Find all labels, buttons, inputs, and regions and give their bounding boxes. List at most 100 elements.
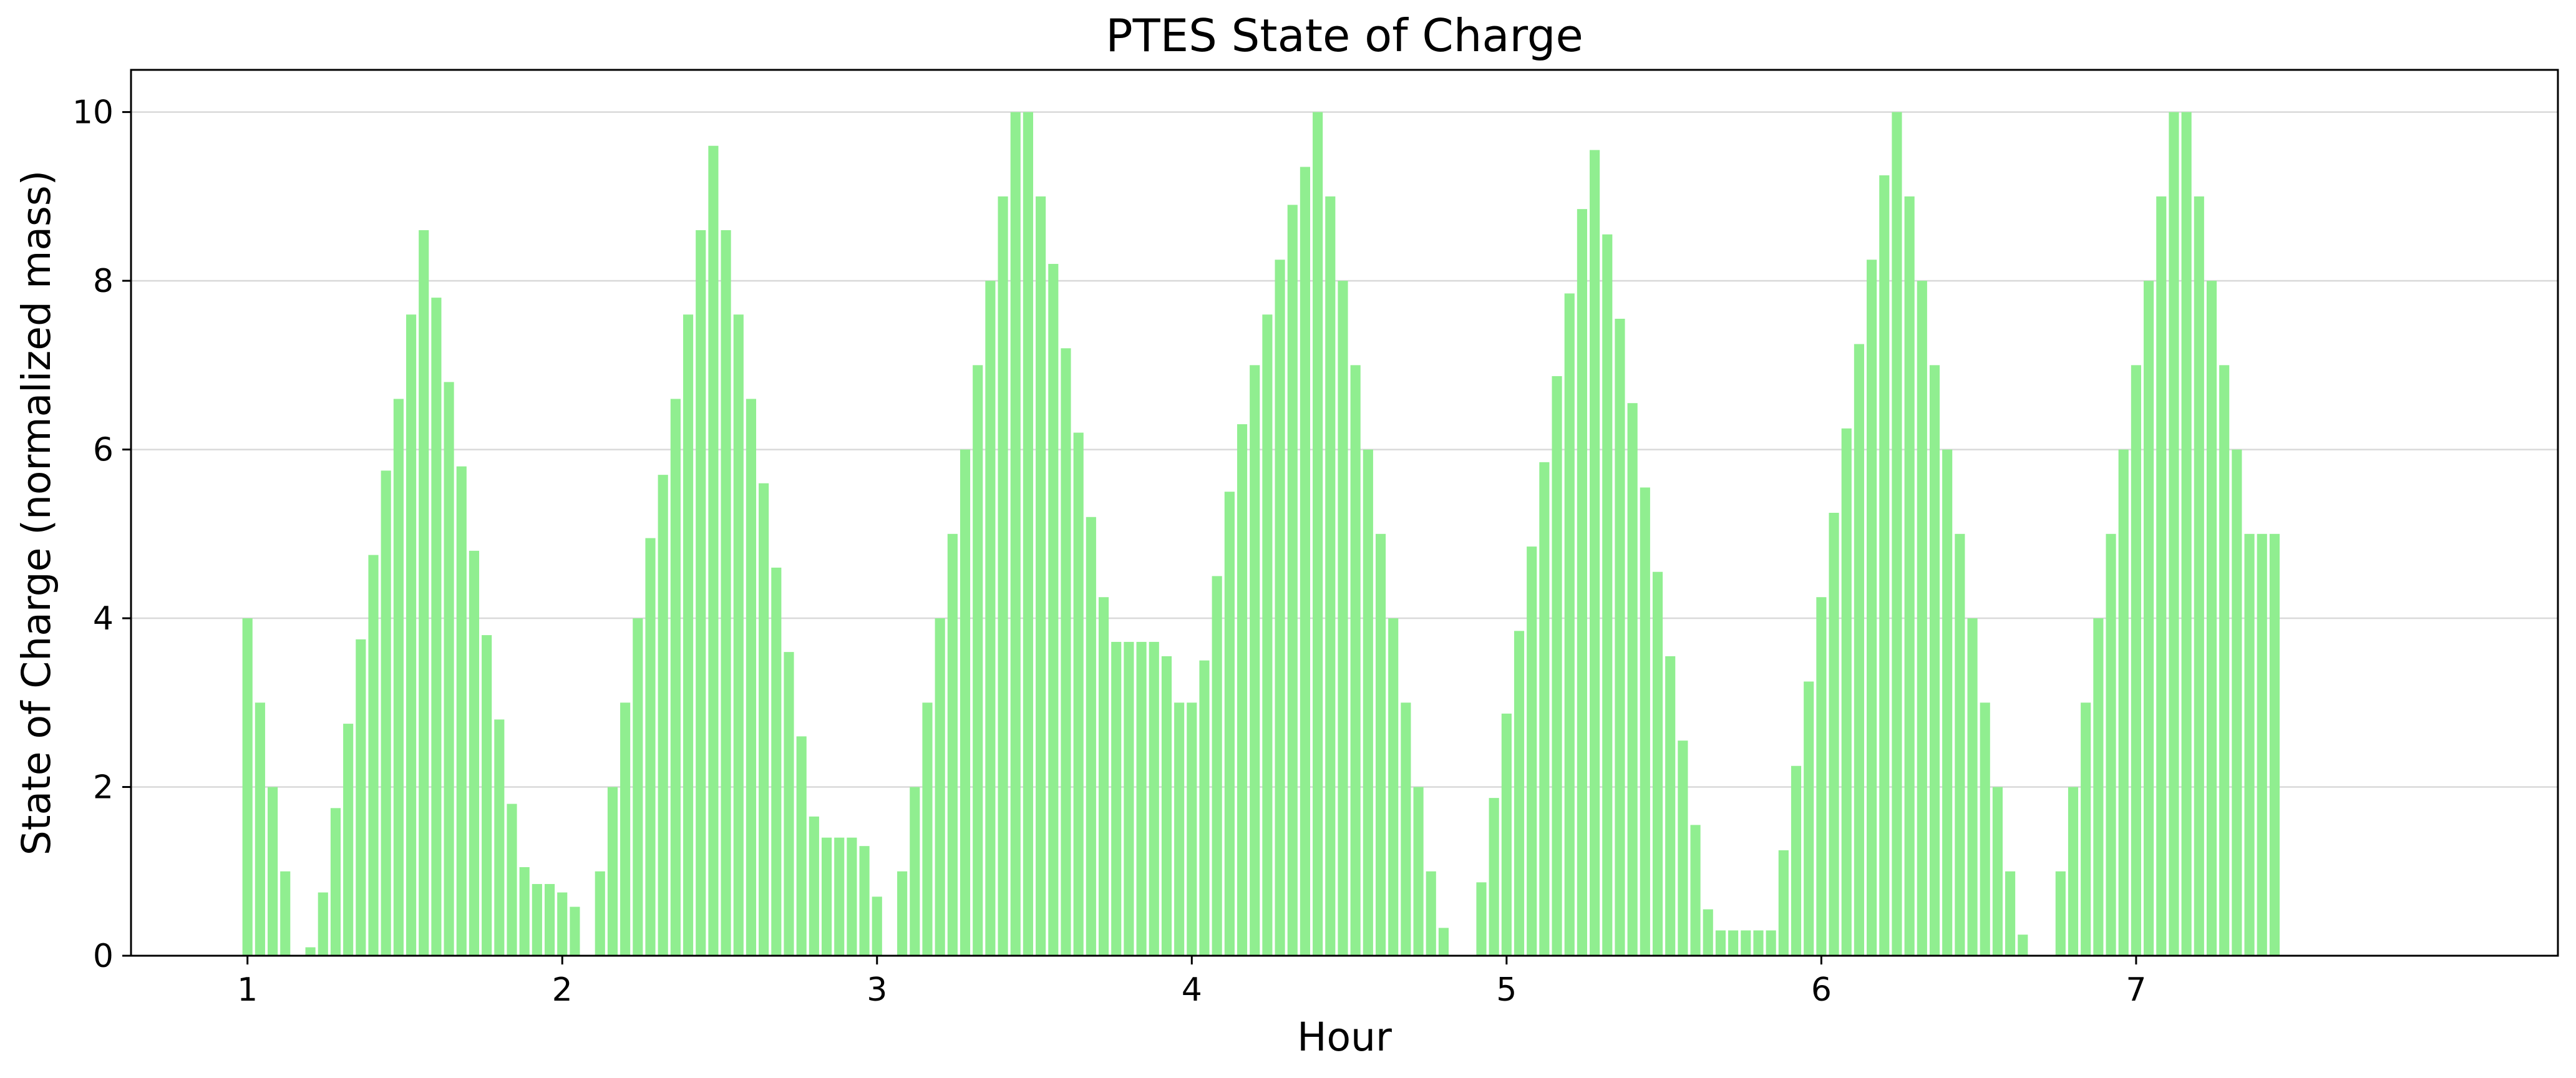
bar <box>469 550 480 956</box>
y-tick-label: 2 <box>93 769 114 807</box>
bar <box>1955 533 1965 956</box>
bar <box>1841 428 1852 956</box>
y-tick-label: 10 <box>72 94 114 132</box>
bar <box>330 808 341 956</box>
bar-layer <box>242 112 2280 956</box>
bar <box>2206 281 2217 956</box>
bar <box>1766 930 1776 956</box>
bar <box>2055 871 2066 956</box>
bar <box>381 470 391 956</box>
bar <box>1753 930 1764 956</box>
bar <box>2169 112 2179 956</box>
bar <box>1237 424 1248 956</box>
bar <box>1174 702 1185 956</box>
bar <box>1514 631 1525 956</box>
bar <box>1036 196 1046 956</box>
bar <box>2005 871 2016 956</box>
bar <box>1854 344 1864 956</box>
bar <box>645 538 656 956</box>
y-tick-label: 0 <box>93 938 114 975</box>
bar <box>973 365 983 956</box>
x-tick-label: 5 <box>1496 971 1517 1009</box>
bar <box>532 884 542 956</box>
bar <box>1992 787 2003 956</box>
bar <box>1224 492 1235 956</box>
bar <box>1917 281 1927 956</box>
bar <box>960 449 971 956</box>
bar <box>444 382 454 956</box>
y-tick-label: 4 <box>93 600 114 638</box>
bar <box>1602 234 1613 956</box>
x-tick-label: 7 <box>2126 971 2146 1009</box>
bar <box>2018 935 2028 956</box>
bar <box>2118 449 2129 956</box>
bar <box>947 533 958 956</box>
bar <box>368 555 379 956</box>
bar <box>784 652 794 956</box>
bar <box>2106 533 2116 956</box>
bar <box>1136 641 1147 956</box>
bar <box>419 230 429 956</box>
x-tick-label: 6 <box>1811 971 1832 1009</box>
bar <box>859 846 870 956</box>
bar <box>910 787 920 956</box>
x-tick-label: 2 <box>552 971 573 1009</box>
bar <box>998 196 1008 956</box>
bar <box>1564 293 1575 956</box>
bar <box>1627 403 1638 956</box>
bar <box>1778 850 1789 956</box>
bar <box>1741 930 1751 956</box>
bar <box>872 896 882 956</box>
bar <box>1287 205 1298 956</box>
bar <box>2081 702 2091 956</box>
y-axis-ticks: 0 2 4 6 8 10 <box>72 94 131 975</box>
bar <box>1829 513 1839 956</box>
bar <box>746 399 757 956</box>
bar <box>393 399 404 956</box>
bar <box>557 892 568 956</box>
x-axis-ticks: 1 2 3 4 5 6 7 <box>237 956 2146 1009</box>
bar <box>1665 656 1676 956</box>
bar <box>2269 533 2280 956</box>
bar <box>267 787 278 956</box>
bar <box>620 702 631 956</box>
bar <box>1086 517 1096 956</box>
bar <box>1816 597 1827 956</box>
bar <box>1678 741 1688 956</box>
x-tick-label: 1 <box>237 971 258 1009</box>
bar <box>1426 871 1436 956</box>
bar <box>834 837 845 956</box>
bar <box>1338 281 1348 956</box>
y-tick-label: 6 <box>93 432 114 469</box>
bar <box>1539 462 1550 956</box>
y-tick-label: 8 <box>93 263 114 300</box>
bar <box>1904 196 1915 956</box>
x-axis-label: Hour <box>1297 1014 1392 1060</box>
bar <box>2244 533 2255 956</box>
bar <box>658 475 668 956</box>
bar <box>1690 825 1701 956</box>
bar <box>1552 376 1562 956</box>
bar <box>431 298 442 956</box>
bar <box>1527 546 1537 956</box>
bar <box>922 702 933 956</box>
bar <box>2257 533 2267 956</box>
bar <box>1791 765 1802 956</box>
bar <box>255 702 265 956</box>
bar <box>1124 641 1134 956</box>
bar <box>796 736 807 956</box>
bar <box>2219 365 2230 956</box>
bar <box>507 804 517 956</box>
bar <box>1501 713 1512 956</box>
bar <box>2144 281 2154 956</box>
bar <box>1250 365 1260 956</box>
bar <box>1098 597 1109 956</box>
bar <box>1715 930 1726 956</box>
bar <box>771 567 782 956</box>
bar <box>595 871 605 956</box>
bar <box>1149 641 1159 956</box>
x-tick-label: 3 <box>867 971 887 1009</box>
bar <box>2156 196 2167 956</box>
bar <box>2181 112 2192 956</box>
bar <box>2232 449 2242 956</box>
